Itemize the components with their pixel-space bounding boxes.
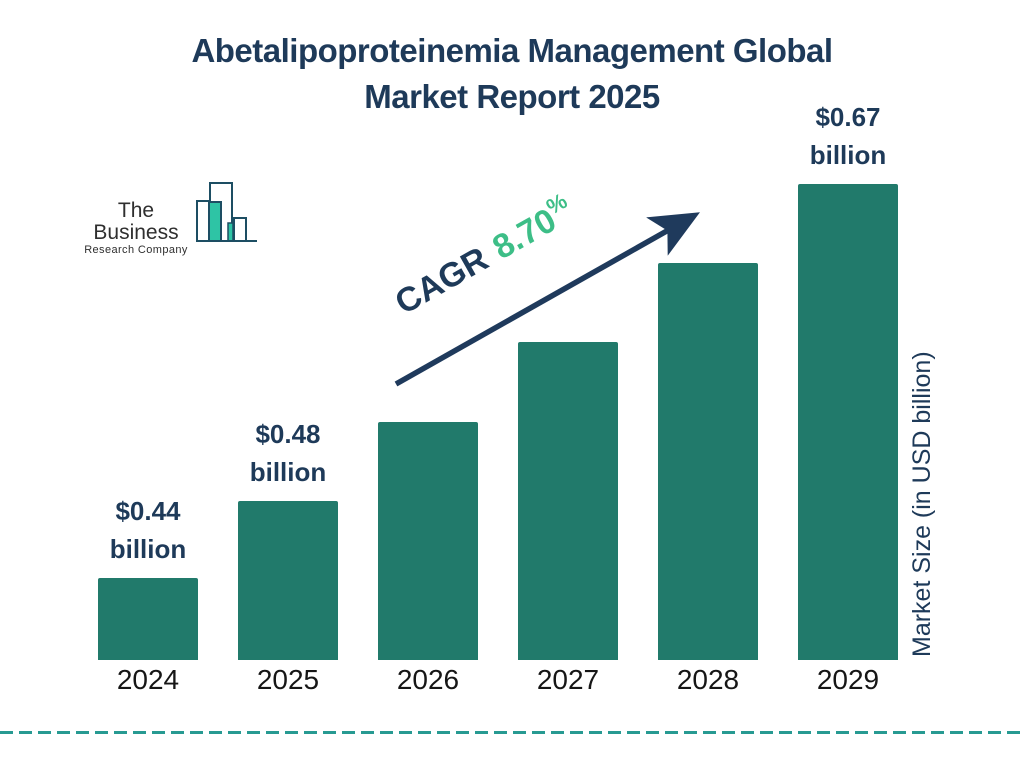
x-tick-label-2024: 2024	[116, 664, 180, 695]
x-tick-label-2027: 2027	[536, 664, 600, 695]
bar-value-label-2024: $0.44 billion	[109, 496, 187, 564]
company-name: The Business	[93, 199, 179, 244]
y-axis-title: Market Size (in USD billion)	[908, 351, 936, 657]
bottom-dashed-divider	[0, 731, 1024, 734]
x-tick-label-2029: 2029	[816, 664, 880, 695]
bar-2026	[378, 422, 478, 660]
page-title: Abetalipoproteinemia Management Global M…	[0, 28, 1024, 120]
page-title-line2: Market Report 2025	[364, 78, 660, 115]
company-subname: Research Company	[84, 244, 188, 256]
bar-2028	[658, 263, 758, 660]
bar-chart-logo-icon	[196, 182, 257, 242]
bar-value-label-2025: $0.48 billion	[249, 419, 327, 487]
bar-2027	[518, 342, 618, 660]
x-tick-label-2025: 2025	[256, 664, 320, 695]
company-logo-text: The Business Research Company	[76, 200, 196, 257]
bar-2024	[98, 578, 198, 660]
bar-value-label-2029: $0.67 billion	[809, 102, 887, 170]
x-tick-label-2028: 2028	[676, 664, 740, 695]
x-tick-label-2026: 2026	[396, 664, 460, 695]
bar-2025	[238, 501, 338, 660]
page-title-line1: Abetalipoproteinemia Management Global	[191, 32, 833, 69]
bar-2029	[798, 184, 898, 660]
company-logo: The Business Research Company	[64, 178, 284, 256]
